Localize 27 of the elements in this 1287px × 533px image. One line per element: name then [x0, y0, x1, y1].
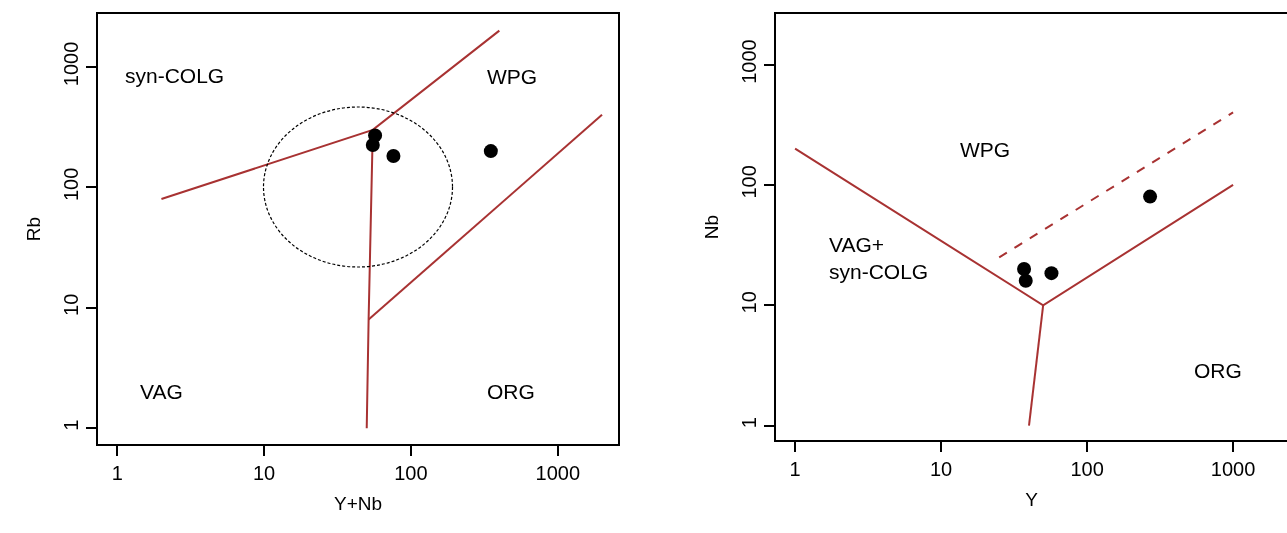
y-tick-label: 1 — [60, 419, 82, 431]
annotation: syn-COLG — [125, 64, 225, 87]
x-tick-label: 1 — [789, 458, 801, 480]
x-tick-label: 1 — [111, 462, 123, 484]
annotation: WPG — [487, 65, 538, 88]
x-tick-label: 1000 — [1210, 458, 1256, 480]
annotation: WPG — [960, 138, 1011, 161]
y-tick-label: 100 — [60, 167, 82, 202]
y-tick-label: 10 — [738, 291, 760, 314]
y-tick-label: 1000 — [60, 41, 82, 87]
annotation: VAG — [140, 380, 183, 403]
x-tick-label: 1000 — [535, 462, 581, 484]
x-tick-label: 10 — [929, 458, 953, 480]
annotation: VAG+ syn-COLG — [829, 233, 929, 284]
x-axis-title: Y+Nb — [333, 493, 383, 515]
x-tick-label: 10 — [252, 462, 276, 484]
y-axis-title: Nb — [701, 214, 723, 240]
x-axis-title: Y — [1025, 489, 1039, 511]
y-tick-label: 100 — [738, 165, 760, 199]
x-tick-label: 100 — [394, 462, 428, 484]
x-tick-label: 100 — [1070, 458, 1104, 480]
y-tick-label: 1000 — [738, 39, 760, 84]
annotation: ORG — [487, 380, 535, 403]
y-tick-label: 1 — [738, 417, 760, 429]
annotation: ORG — [1194, 359, 1242, 382]
y-tick-label: 10 — [60, 293, 82, 316]
y-axis-title: Rb — [23, 216, 45, 242]
